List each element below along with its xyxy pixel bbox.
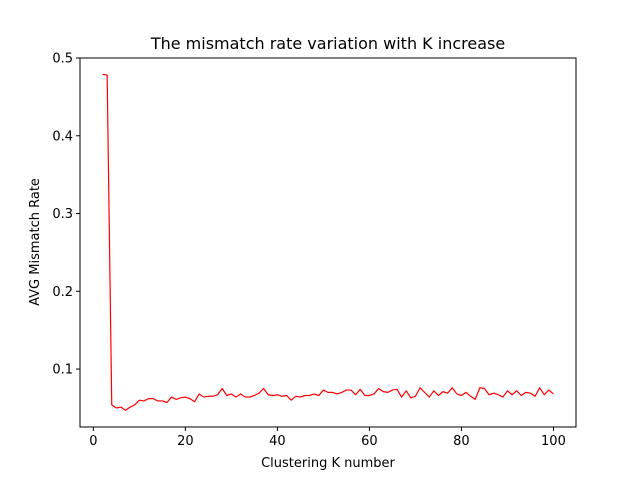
x-tick-label: 20 (177, 434, 194, 449)
x-axis-ticks: 0 20 40 60 80 100 (89, 427, 566, 449)
y-tick-label: 0.5 (52, 52, 73, 67)
x-tick-label: 0 (89, 434, 97, 449)
x-tick-label: 40 (269, 434, 286, 449)
x-axis-label: Clustering K number (261, 456, 395, 471)
y-tick-label: 0.2 (52, 285, 73, 300)
chart-title: The mismatch rate variation with K incre… (150, 34, 505, 53)
x-tick-label: 100 (541, 434, 566, 449)
y-tick-label: 0.3 (52, 207, 73, 222)
y-tick-label: 0.4 (52, 129, 73, 144)
y-tick-label: 0.1 (52, 363, 73, 378)
plot-area (102, 73, 554, 411)
y-axis-label: AVG Mismatch Rate (28, 178, 43, 306)
x-tick-label: 80 (453, 434, 470, 449)
x-tick-label: 60 (361, 434, 378, 449)
series-line (102, 73, 554, 411)
y-axis-ticks: 0.1 0.2 0.3 0.4 0.5 (52, 52, 80, 378)
axes-frame (79, 57, 577, 428)
